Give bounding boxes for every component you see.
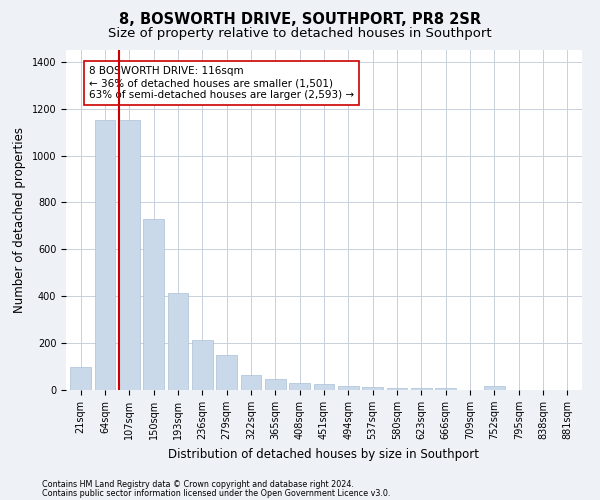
Bar xyxy=(338,386,359,390)
Bar xyxy=(241,375,262,390)
Y-axis label: Number of detached properties: Number of detached properties xyxy=(13,127,26,313)
Text: 8, BOSWORTH DRIVE, SOUTHPORT, PR8 2SR: 8, BOSWORTH DRIVE, SOUTHPORT, PR8 2SR xyxy=(119,12,481,28)
Bar xyxy=(265,380,286,390)
Bar xyxy=(289,383,310,390)
Text: Contains public sector information licensed under the Open Government Licence v3: Contains public sector information licen… xyxy=(42,488,391,498)
Bar xyxy=(362,387,383,390)
Bar xyxy=(95,120,115,390)
X-axis label: Distribution of detached houses by size in Southport: Distribution of detached houses by size … xyxy=(169,448,479,460)
Bar xyxy=(70,366,91,390)
Bar xyxy=(216,355,237,390)
Text: 8 BOSWORTH DRIVE: 116sqm
← 36% of detached houses are smaller (1,501)
63% of sem: 8 BOSWORTH DRIVE: 116sqm ← 36% of detach… xyxy=(89,66,354,100)
Bar xyxy=(436,388,456,390)
Bar xyxy=(143,219,164,390)
Bar xyxy=(484,386,505,390)
Bar xyxy=(386,388,407,390)
Text: Contains HM Land Registry data © Crown copyright and database right 2024.: Contains HM Land Registry data © Crown c… xyxy=(42,480,354,489)
Text: Size of property relative to detached houses in Southport: Size of property relative to detached ho… xyxy=(108,28,492,40)
Bar xyxy=(411,388,432,390)
Bar xyxy=(119,120,140,390)
Bar xyxy=(167,292,188,390)
Bar xyxy=(192,340,212,390)
Bar xyxy=(314,384,334,390)
